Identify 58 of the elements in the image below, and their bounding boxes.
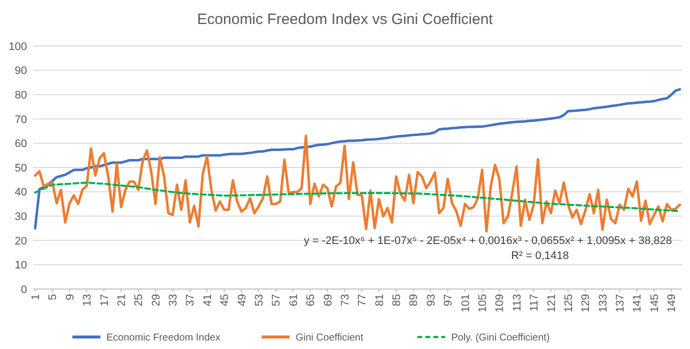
x-tick-label: 77 <box>356 294 369 306</box>
y-tick-label: 50 <box>14 162 27 174</box>
x-tick-label: 45 <box>219 294 232 306</box>
x-tick-label: 69 <box>322 294 334 306</box>
x-tick-label: 21 <box>116 294 128 306</box>
x-tick-label: 33 <box>168 294 180 306</box>
y-tick-label: 100 <box>8 40 27 53</box>
line-series <box>34 134 682 233</box>
legend-label: Poly. (Gini Coefficient) <box>451 332 550 344</box>
y-tick-label: 0 <box>20 284 27 296</box>
x-tick-label: 125 <box>562 294 575 312</box>
x-tick-label: 85 <box>391 294 404 306</box>
x-tick-label: 73 <box>339 294 352 306</box>
y-tick-label: 20 <box>14 235 27 248</box>
x-tick-label: 101 <box>460 294 472 312</box>
x-tick-label: 25 <box>133 294 146 306</box>
x-tick-label: 93 <box>425 294 438 306</box>
x-tick-label: 13 <box>82 294 94 306</box>
x-tick-label: 149 <box>666 294 678 312</box>
y-tick-label: 30 <box>14 210 27 223</box>
x-tick-label: 9 <box>64 294 76 300</box>
x-tick-label: 81 <box>374 294 386 306</box>
x-tick-label: 117 <box>528 294 541 312</box>
x-tick-label: 41 <box>202 294 214 306</box>
annotation: y = -2E-10x⁶ + 1E-07x⁵ - 2E-05x⁴ + 0,0016x³ - 0,0655x² + 1,0095x + 38,828 <box>304 235 672 247</box>
x-tick-label: 105 <box>476 294 489 312</box>
x-tick-label: 49 <box>236 294 248 306</box>
x-tick-label: 121 <box>546 294 558 312</box>
x-tick-label: 133 <box>597 294 610 312</box>
annotation: R² = 0,1418 <box>511 250 569 262</box>
x-tick-label: 113 <box>511 294 524 312</box>
x-tick-label: 61 <box>288 294 300 306</box>
x-tick-label: 141 <box>632 294 644 312</box>
x-tick-label: 97 <box>442 294 455 306</box>
x-tick-label: 29 <box>150 294 162 306</box>
y-tick-label: 80 <box>14 89 27 102</box>
x-tick-label: 129 <box>580 294 592 312</box>
x-tick-label: 1 <box>30 294 42 300</box>
x-tick-label: 109 <box>494 294 506 312</box>
line-series <box>34 88 682 230</box>
line-series <box>34 182 681 212</box>
chart-title: Economic Freedom Index vs Gini Coefficient <box>197 11 494 28</box>
x-tick-label: 37 <box>184 294 197 306</box>
y-tick-label: 90 <box>14 65 27 78</box>
x-tick-label: 137 <box>614 294 627 312</box>
y-tick-label: 10 <box>14 260 27 272</box>
x-tick-label: 5 <box>47 294 60 300</box>
x-tick-label: 57 <box>270 294 283 306</box>
y-tick-label: 60 <box>14 138 27 150</box>
x-tick-label: 145 <box>648 294 661 312</box>
x-tick-label: 65 <box>305 294 318 306</box>
y-tick-label: 70 <box>14 114 27 126</box>
x-tick-label: 53 <box>253 294 266 306</box>
x-tick-label: 17 <box>98 294 111 306</box>
y-tick-label: 40 <box>14 186 27 199</box>
legend-label: Economic Freedom Index <box>106 332 220 344</box>
legend-label: Gini Coefficient <box>296 332 364 344</box>
x-tick-label: 89 <box>408 294 420 306</box>
